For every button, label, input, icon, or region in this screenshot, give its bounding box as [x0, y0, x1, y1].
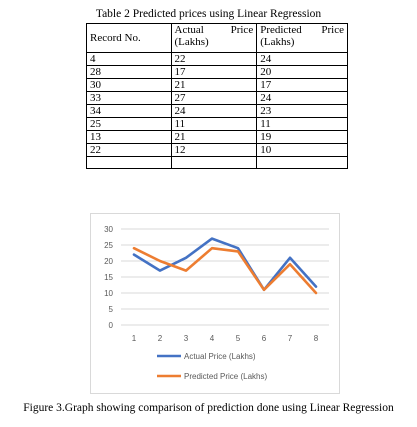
- price-comparison-chart: 0 5 10 15 20 25 30 1 2 3 4 5 6 7 8 Actual Price (Lakhs)…: [90, 213, 340, 394]
- table-cell-actual: [170, 156, 258, 169]
- table-cell-actual: 17: [170, 65, 258, 79]
- header-actual-price: Actual Price (Lakhs): [170, 23, 258, 53]
- y-tick-label: 20: [104, 257, 113, 266]
- x-tick-label: 1: [132, 334, 137, 343]
- table-cell-record: 4: [86, 52, 172, 66]
- x-tick-label: 7: [288, 334, 293, 343]
- table-cell-actual: 24: [170, 104, 258, 118]
- table-row: 33 27 24: [86, 91, 348, 105]
- y-tick-label: 25: [104, 241, 113, 250]
- x-tick-label: 2: [158, 334, 163, 343]
- table-cell-record: 30: [86, 78, 172, 92]
- legend-label-0: Actual Price (Lakhs): [184, 352, 256, 361]
- table-cell-record: 28: [86, 65, 172, 79]
- table-cell-record: 33: [86, 91, 172, 105]
- table-cell-predicted: [256, 156, 348, 169]
- table-cell-record: 13: [86, 130, 172, 144]
- table-cell-predicted: 19: [256, 130, 348, 144]
- table-cell-record: 34: [86, 104, 172, 118]
- figure-caption: Figure 3.Graph showing comparison of pre…: [23, 402, 394, 414]
- header-predicted-price: Predicted Price (Lakhs): [256, 23, 348, 53]
- x-tick-label: 5: [236, 334, 241, 343]
- table-cell-predicted: 23: [256, 104, 348, 118]
- table-header-row: Record No. Actual Price (Lakhs) Predicted…: [86, 23, 348, 53]
- y-tick-label: 10: [104, 289, 113, 298]
- y-tick-label: 0: [109, 321, 114, 330]
- y-tick-label: 30: [104, 225, 113, 234]
- table-cell-predicted: 17: [256, 78, 348, 92]
- table-cell-record: [86, 156, 172, 169]
- table-cell-predicted: 10: [256, 143, 348, 157]
- table-cell-actual: 27: [170, 91, 258, 105]
- table-cell-predicted: 24: [256, 91, 348, 105]
- series-line-1: [132, 246, 318, 295]
- predicted-prices-table: Record No. Actual Price (Lakhs) Predicted…: [86, 23, 348, 169]
- x-tick-label: 4: [210, 334, 215, 343]
- table-row: 34 24 23: [86, 104, 348, 118]
- table-cell-predicted: 24: [256, 52, 348, 66]
- y-tick-label: 15: [104, 273, 113, 282]
- table-row: [86, 156, 348, 169]
- chart-svg: 0 5 10 15 20 25 30 1 2 3 4 5 6 7 8 Actual Price (Lakhs)…: [104, 225, 329, 381]
- table-row: 30 21 17: [86, 78, 348, 92]
- table-row: 28 17 20: [86, 65, 348, 79]
- table-cell-actual: 22: [170, 52, 258, 66]
- table-row: 4 22 24: [86, 52, 348, 66]
- table-cell-record: 25: [86, 117, 172, 131]
- y-tick-label: 5: [109, 305, 114, 314]
- table-caption: Table 2 Predicted prices using Linear Re…: [95, 8, 322, 20]
- table-cell-actual: 21: [170, 130, 258, 144]
- table-cell-predicted: 11: [256, 117, 348, 131]
- series-line-0: [132, 237, 318, 292]
- table-cell-actual: 21: [170, 78, 258, 92]
- table-cell-actual: 12: [170, 143, 258, 157]
- legend-label-1: Predicted Price (Lakhs): [184, 372, 267, 381]
- table-row: 22 12 10: [86, 143, 348, 157]
- x-tick-label: 3: [184, 334, 189, 343]
- table-cell-actual: 11: [170, 117, 258, 131]
- x-tick-label: 6: [262, 334, 267, 343]
- table-cell-predicted: 20: [256, 65, 348, 79]
- table-cell-record: 22: [86, 143, 172, 157]
- table-row: 25 11 11: [86, 117, 348, 131]
- header-record-no: Record No.: [86, 23, 172, 53]
- table-row: 13 21 19: [86, 130, 348, 144]
- x-tick-label: 8: [314, 334, 319, 343]
